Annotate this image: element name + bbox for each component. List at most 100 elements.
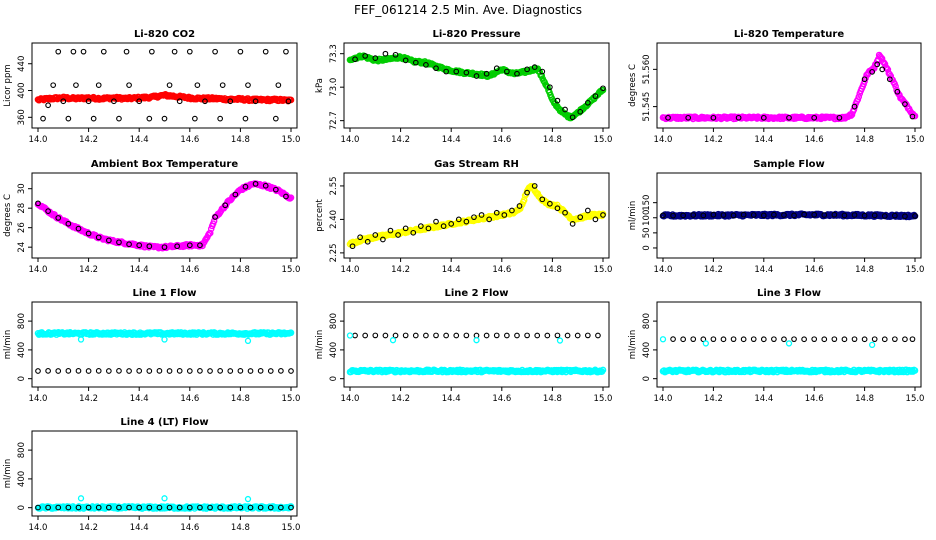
outlier-point: [785, 340, 793, 347]
sparse-series: [670, 336, 916, 343]
x-tick-label: 14.8: [855, 135, 874, 145]
dense-point: [287, 96, 295, 104]
y-tick-label: 2.55: [329, 176, 339, 195]
sparse-point: [740, 211, 747, 218]
plot-frame: [31, 42, 298, 129]
sparse-point: [425, 225, 432, 232]
x-tick-label: 14.8: [231, 394, 250, 404]
sparse-point: [146, 243, 153, 250]
sparse-point: [372, 332, 379, 339]
sparse-point: [288, 504, 294, 511]
sparse-point: [80, 48, 87, 55]
x-tick-label: 14.8: [855, 265, 874, 275]
sparse-point: [531, 64, 538, 70]
sparse-point: [547, 84, 553, 91]
x-tick-label: 15.0: [906, 135, 925, 145]
sparse-point: [136, 98, 143, 105]
panel-co2: Li-820 CO2 Licor ppm 14.0 14.2 14.4 14.6 14.8 1…: [3, 29, 300, 145]
panel-line2: Line 2 Flow ml/min 14.0 14.2 14.4 14.6 14.8 15.…: [315, 288, 612, 404]
sparse-point: [423, 332, 429, 339]
x-tick-label: 14.2: [704, 394, 723, 404]
sparse-point: [232, 191, 239, 198]
sparse-point: [372, 55, 379, 62]
y-tick-label: 800: [17, 442, 27, 458]
sparse-point: [660, 212, 666, 219]
sparse-point: [116, 504, 122, 511]
sparse-point: [362, 332, 369, 339]
sparse-point: [841, 212, 848, 219]
sparse-point: [851, 103, 858, 110]
panel-sample: Sample Flow ml/min 14.0 14.2 14.4 14.6 14.8 15.…: [628, 159, 924, 275]
sparse-point: [786, 114, 792, 121]
sparse-point: [443, 332, 449, 339]
sparse-point: [217, 115, 224, 122]
sparse-point: [891, 212, 898, 219]
sparse-point: [861, 336, 868, 343]
dense-point: [599, 366, 607, 374]
sparse-point: [869, 68, 876, 75]
y-tick-label: 28: [17, 203, 27, 214]
sparse-point: [45, 208, 51, 214]
sparse-point: [247, 368, 254, 374]
sparse-point: [65, 220, 72, 227]
sparse-point: [564, 332, 571, 339]
sparse-point: [55, 48, 62, 55]
x-tick-label: 14.2: [79, 394, 98, 404]
x-tick-label: 14.0: [654, 394, 673, 404]
sparse-point: [219, 82, 226, 89]
x-tick-label: 15.0: [594, 265, 613, 275]
sparse-point: [362, 53, 369, 59]
sparse-point: [382, 50, 389, 57]
x-tick-label: 15.0: [282, 135, 301, 145]
sparse-point: [909, 113, 916, 120]
sparse-point: [186, 504, 193, 511]
sparse-point: [801, 336, 807, 343]
sparse-point: [720, 336, 727, 343]
plot-frame: [656, 42, 922, 129]
sparse-point: [35, 504, 41, 511]
dense-series: [659, 210, 919, 221]
y-tick-label: 24: [17, 242, 27, 253]
sparse-point: [912, 213, 918, 219]
sparse-point: [85, 98, 92, 105]
x-tick-label: 14.8: [231, 135, 250, 145]
sparse-point: [493, 332, 500, 339]
sparse-point: [811, 211, 818, 218]
sparse-point: [197, 242, 203, 249]
y-tick-label: 360: [17, 109, 27, 125]
sparse-point: [534, 332, 541, 339]
sparse-point: [821, 336, 828, 343]
sparse-point: [574, 332, 581, 339]
sparse-point: [562, 209, 568, 216]
panel-ambient: Ambient Box Temperature degrees C 14.0 14.2…: [3, 159, 300, 275]
sparse-series: [35, 504, 294, 511]
sparse-point: [750, 212, 757, 218]
sparse-point: [680, 212, 687, 219]
x-tick-label: 14.0: [29, 135, 48, 145]
sparse-point: [55, 368, 62, 374]
sparse-point: [392, 332, 399, 339]
sparse-point: [85, 230, 92, 237]
sparse-point: [217, 368, 224, 374]
x-tick-label: 15.0: [594, 394, 613, 404]
sparse-point: [902, 336, 908, 343]
sparse-point: [149, 48, 155, 55]
dense-series: [34, 180, 295, 252]
sparse-point: [670, 212, 676, 219]
sparse-point: [440, 223, 447, 229]
x-tick-label: 14.4: [130, 135, 149, 145]
sparse-point: [212, 48, 218, 55]
x-tick-label: 14.0: [341, 265, 360, 275]
plot-frame: [656, 172, 922, 259]
sparse-point: [171, 48, 178, 55]
sparse-point: [267, 504, 274, 511]
x-tick-label: 14.6: [492, 394, 511, 404]
sparse-point: [493, 209, 500, 216]
sparse-point: [278, 368, 284, 374]
plot-frame: [31, 172, 298, 259]
y-tick-label: 51.560: [642, 54, 652, 84]
sparse-point: [156, 368, 163, 374]
dense-point: [861, 78, 868, 85]
x-tick-label: 14.2: [704, 265, 723, 275]
sparse-point: [285, 98, 292, 105]
